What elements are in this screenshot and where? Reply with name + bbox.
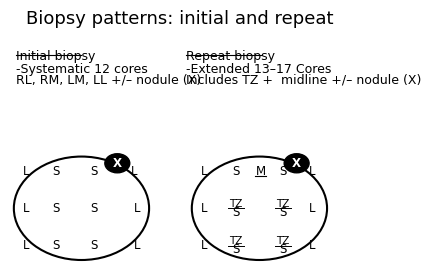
Text: S: S: [279, 164, 287, 178]
Text: S: S: [279, 243, 287, 256]
Text: L: L: [309, 164, 315, 178]
Text: S: S: [232, 206, 239, 219]
Text: X: X: [113, 157, 122, 170]
Text: TZ: TZ: [229, 236, 242, 246]
Circle shape: [105, 154, 130, 173]
Text: TZ: TZ: [276, 199, 290, 209]
Text: L: L: [201, 239, 207, 252]
Text: -Extended 13–17 Cores: -Extended 13–17 Cores: [187, 63, 332, 76]
Text: L: L: [201, 202, 207, 215]
Text: L: L: [131, 164, 137, 178]
Text: S: S: [232, 164, 239, 178]
Text: TZ: TZ: [276, 236, 290, 246]
Text: L: L: [23, 202, 29, 215]
Text: X: X: [292, 157, 301, 170]
Text: S: S: [90, 164, 97, 178]
Text: Repeat biopsy: Repeat biopsy: [187, 50, 275, 64]
Text: Includes TZ +  midline +/– nodule (X): Includes TZ + midline +/– nodule (X): [187, 73, 422, 87]
Text: S: S: [52, 202, 59, 215]
Text: Biopsy patterns: initial and repeat: Biopsy patterns: initial and repeat: [26, 10, 333, 28]
Text: L: L: [309, 239, 315, 252]
Text: L: L: [201, 164, 207, 178]
Text: L: L: [23, 164, 29, 178]
Text: S: S: [52, 239, 59, 252]
Text: S: S: [90, 239, 97, 252]
Text: S: S: [279, 206, 287, 219]
Text: RL, RM, LM, LL +/– nodule (X): RL, RM, LM, LL +/– nodule (X): [16, 73, 201, 87]
Text: TZ: TZ: [229, 199, 242, 209]
Text: -Systematic 12 cores: -Systematic 12 cores: [16, 63, 147, 76]
Text: L: L: [134, 202, 140, 215]
Circle shape: [284, 154, 309, 173]
Text: L: L: [23, 239, 29, 252]
Text: Initial biopsy: Initial biopsy: [16, 50, 95, 64]
Text: S: S: [232, 243, 239, 256]
Text: S: S: [52, 164, 59, 178]
Text: L: L: [134, 239, 140, 252]
Text: S: S: [90, 202, 97, 215]
Text: L: L: [309, 202, 315, 215]
Text: M: M: [256, 164, 266, 178]
